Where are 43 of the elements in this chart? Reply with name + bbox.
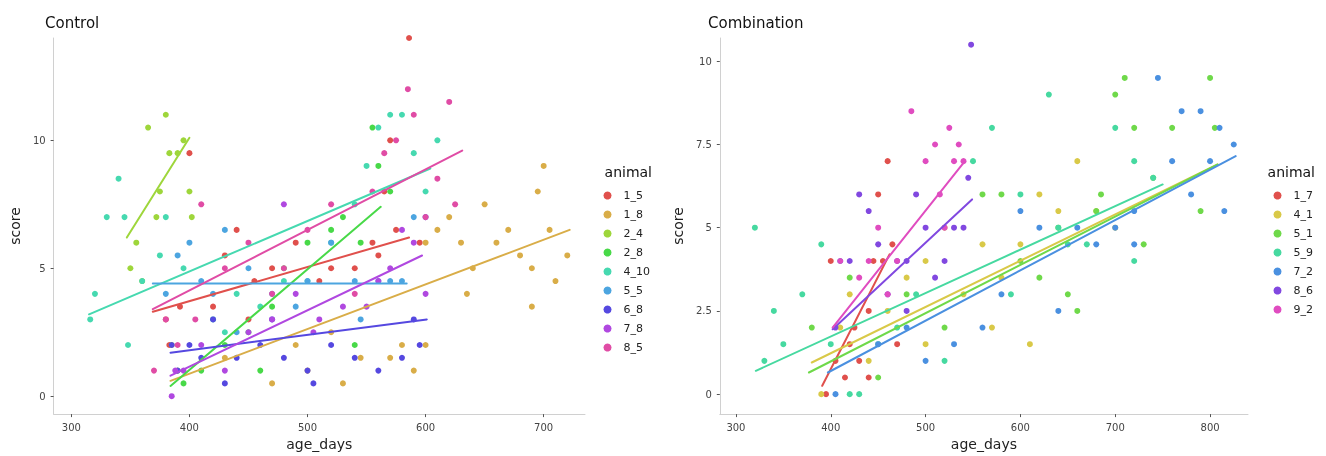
x-tick-label: 400: [821, 421, 841, 433]
legend-label: 9_2: [1293, 303, 1313, 316]
legend-label: 6_8: [623, 303, 643, 316]
x-tick-label: 600: [416, 421, 436, 433]
legend-label: 5_1: [1293, 227, 1313, 240]
y-tick-label: 5: [705, 222, 712, 234]
chart-title: Combination: [708, 13, 804, 32]
y-tick-label: 0: [705, 388, 712, 400]
legend-title: animal: [604, 164, 652, 180]
y-tick-label: 10: [699, 55, 712, 67]
x-axis-title: age_days: [286, 436, 353, 452]
x-tick-label: 500: [916, 421, 936, 433]
x-tick-label: 300: [61, 421, 81, 433]
legend-label: 4_10: [623, 265, 650, 278]
legend-label: 7_8: [623, 322, 643, 335]
x-tick-label: 300: [726, 421, 746, 433]
chart-title: Control: [45, 13, 100, 32]
x-tick-label: 600: [1010, 421, 1030, 433]
y-tick-label: 2.5: [695, 305, 712, 317]
y-axis-title: score: [7, 207, 23, 245]
x-tick-label: 400: [179, 421, 199, 433]
y-tick-label: 5: [39, 262, 46, 274]
y-tick-label: 0: [39, 390, 46, 402]
x-tick-label: 500: [297, 421, 318, 433]
legend-label: 7_2: [1293, 265, 1313, 278]
legend-label: 4_1: [1293, 208, 1313, 221]
legend-label: 1_7: [1293, 189, 1313, 202]
y-axis-title: score: [670, 207, 686, 245]
x-tick-label: 700: [534, 421, 554, 433]
legend-label: 2_4: [623, 227, 643, 240]
legend-label: 1_8: [623, 208, 643, 221]
legend-label: 5_5: [623, 284, 643, 297]
legend-label: 1_5: [623, 189, 643, 202]
legend-title: animal: [1267, 164, 1315, 180]
x-tick-label: 700: [1105, 421, 1125, 433]
legend-label: 5_9: [1293, 246, 1313, 259]
x-axis-title: age_days: [950, 436, 1017, 452]
legend-label: 2_8: [623, 246, 643, 259]
y-tick-label: 10: [32, 134, 46, 146]
legend-label: 8_5: [623, 341, 643, 354]
y-tick-label: 7.5: [695, 139, 712, 151]
legend-label: 8_6: [1293, 284, 1313, 297]
x-tick-label: 800: [1200, 421, 1220, 433]
